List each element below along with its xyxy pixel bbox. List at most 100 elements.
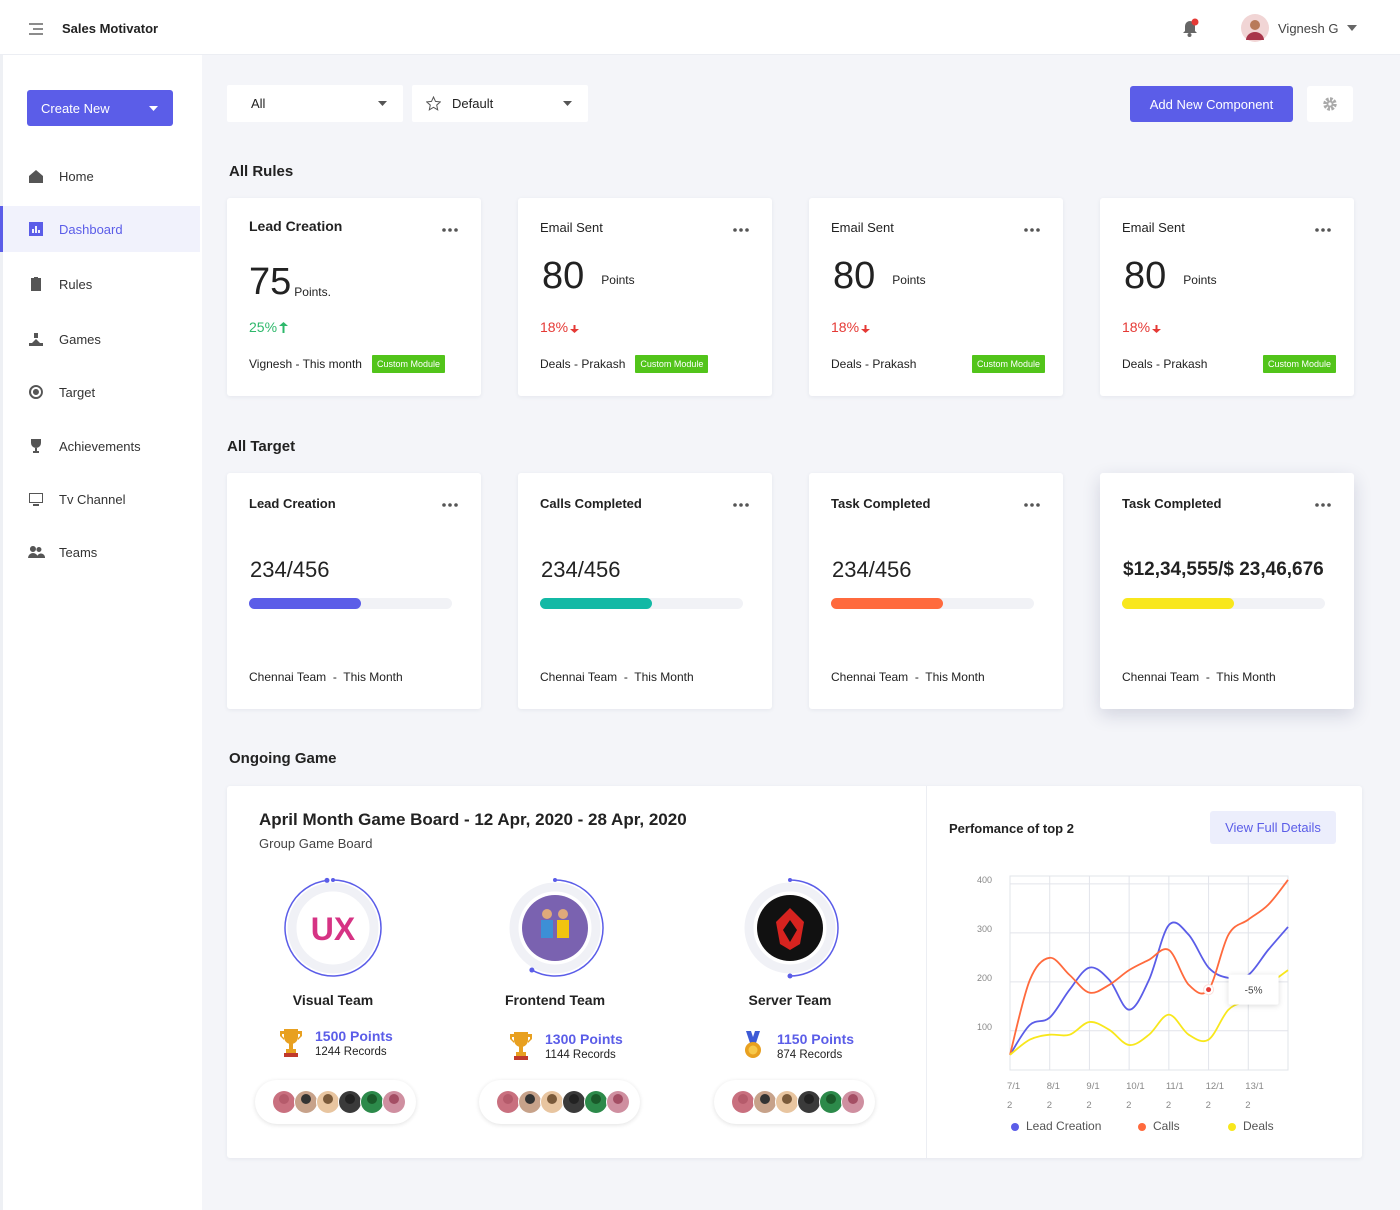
nav-item[interactable]: Target [0, 369, 200, 415]
more-icon [733, 228, 749, 232]
card-title: Email Sent [831, 220, 894, 235]
view-value: Default [452, 96, 494, 111]
avatars [496, 1090, 630, 1114]
nav-item[interactable]: Dashboard [0, 206, 200, 252]
divider [926, 786, 927, 1158]
x-tick-label: 8/12 [1046, 1081, 1060, 1111]
avatar-face [613, 1094, 623, 1104]
icon-shape [29, 333, 43, 346]
view-select[interactable]: Default [412, 85, 588, 122]
trophy-icon [510, 1032, 532, 1060]
card-footer: Deals - Prakash Custom Module [1122, 355, 1336, 373]
x-tick-label: 13/12 [1245, 1081, 1264, 1111]
add-component-button[interactable]: Add New Component [1130, 86, 1293, 122]
avatar-face [367, 1094, 377, 1104]
avatar-face [301, 1094, 311, 1104]
dot [739, 228, 743, 232]
x-tick-label: 9/12 [1086, 1081, 1100, 1111]
change: 25% [249, 319, 289, 335]
ring-dot [787, 973, 793, 979]
user-name[interactable]: Vignesh G [1278, 21, 1339, 36]
rule-card: Email Sent 80 Points 18% Deals - Prakash Cust… [518, 198, 772, 396]
notification-icon[interactable] [1181, 17, 1201, 37]
owner: Deals - Prakash [540, 357, 626, 371]
arrow [1152, 324, 1162, 333]
nav-item[interactable]: Games [0, 316, 200, 362]
nav-label: Achievements [59, 438, 141, 454]
target-card: Task Completed $12,34,555/$ 23,46,676 Chen… [1100, 473, 1354, 709]
card-footer: Deals - Prakash Custom Module [540, 355, 750, 373]
settings-button[interactable] [1307, 86, 1353, 122]
nav-item[interactable]: Rules [0, 261, 200, 307]
progress-bar [831, 598, 943, 609]
logo-shape [557, 920, 569, 938]
base [284, 1053, 298, 1057]
avatar-group [479, 1080, 640, 1124]
filter-select[interactable]: All [227, 85, 403, 122]
dot [1321, 228, 1325, 232]
nav-item[interactable]: Teams [0, 529, 200, 575]
board-subtitle: Group Game Board [259, 836, 373, 851]
team-logo [522, 895, 588, 961]
create-new-button[interactable]: Create New [27, 90, 173, 126]
card-footer: Vignesh - This month Custom Module [249, 355, 459, 373]
dot [448, 503, 452, 507]
section-title: Ongoing Game [229, 750, 337, 767]
avatar-face [323, 1094, 333, 1104]
nav-label: Rules [59, 276, 93, 292]
unit: Points [892, 273, 926, 287]
value: 80 [1124, 255, 1167, 297]
nav-item[interactable]: Tv Channel [0, 476, 200, 522]
button-label: Create New [41, 100, 110, 116]
trend-arrow [861, 324, 871, 333]
icon [29, 170, 43, 183]
ring-start [331, 878, 335, 882]
card-footer: Chennai Team - This Month [540, 670, 694, 684]
progress-track [1122, 598, 1325, 609]
more-icon [1024, 503, 1040, 507]
rule-card: Email Sent 80 Points 18% Deals - Prakash Cust… [1100, 198, 1354, 396]
value: 80 [542, 255, 585, 297]
avatar-face [848, 1094, 858, 1104]
medal [748, 1045, 758, 1055]
x-tick-label: 7/12 [1007, 1081, 1021, 1111]
icon [31, 439, 41, 453]
icon-shape [29, 222, 43, 236]
nav-label: Games [59, 331, 101, 347]
change-value: 18% [540, 319, 569, 335]
unit: Points [1183, 273, 1217, 287]
dot [1024, 228, 1028, 232]
dot [1030, 503, 1034, 507]
nav-label: Home [59, 168, 94, 184]
ring-progress [284, 879, 382, 977]
value-row: 80 Points [542, 256, 635, 296]
more-icon [442, 503, 458, 507]
icon [29, 222, 43, 236]
logo-shape [783, 920, 797, 942]
team-records: 874 Records [777, 1049, 843, 1061]
ring-progress [789, 879, 839, 977]
avatar-face [738, 1094, 748, 1104]
target-card: Calls Completed 234/456 Chennai Team - Thi… [518, 473, 772, 709]
user-avatar[interactable] [1241, 14, 1269, 42]
ring-progress [531, 879, 604, 977]
logo-shape [541, 920, 553, 938]
team-logo [300, 895, 366, 961]
unit: Points. [294, 285, 331, 299]
value: 75 [249, 261, 292, 303]
nav-item[interactable]: Home [0, 153, 200, 199]
team-points: 1150 Points [777, 1031, 855, 1047]
trophy-icon [280, 1029, 302, 1057]
ring-dot [324, 877, 330, 883]
caret[interactable] [1347, 25, 1357, 31]
value-row: 80 Points [833, 256, 926, 296]
more-icon [442, 228, 458, 232]
view-details-button[interactable]: View Full Details [1210, 811, 1336, 844]
nav-item[interactable]: Achievements [0, 423, 200, 469]
menu-icon[interactable] [29, 23, 44, 35]
progress-text: 234/456 [250, 557, 330, 582]
icon-shape [31, 439, 41, 453]
avatar-face [525, 1094, 535, 1104]
avatar-group [714, 1080, 875, 1124]
base [514, 1056, 528, 1060]
